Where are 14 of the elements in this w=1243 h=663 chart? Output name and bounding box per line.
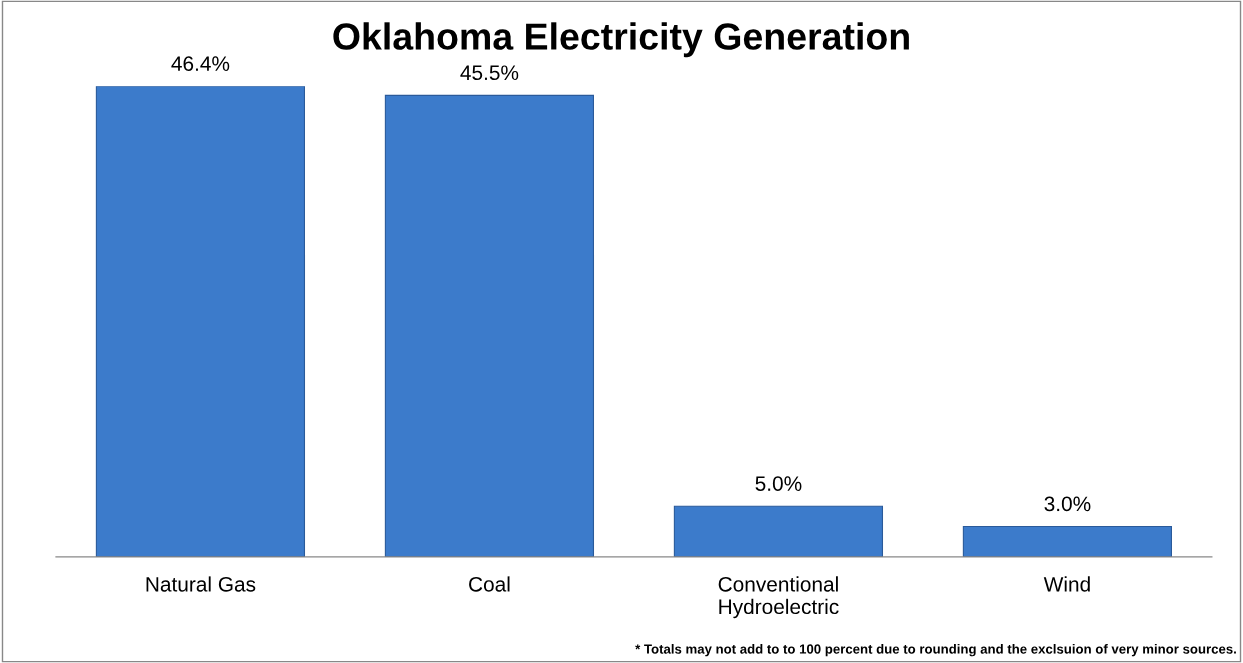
chart-title: Oklahoma Electricity Generation bbox=[333, 22, 909, 58]
x-tick-label: Wind bbox=[1043, 576, 1090, 592]
bar bbox=[962, 525, 1173, 557]
data-label: 46.4% bbox=[171, 56, 230, 71]
text: * Totals may not add to to 100 percent due to rounding and the exclsuion of very minor sources. bbox=[635, 644, 1236, 657]
bar bbox=[384, 94, 595, 557]
data-label: 5.0% bbox=[755, 476, 802, 491]
data-label: 45.5% bbox=[460, 65, 519, 81]
x-tick-label: Coal bbox=[469, 576, 510, 592]
bar bbox=[673, 505, 884, 557]
data-label: 3.0% bbox=[1044, 496, 1091, 512]
x-tick-label: Conventional Hydroelectric bbox=[718, 576, 839, 619]
x-tick-label: Natural Gas bbox=[146, 576, 256, 592]
bar bbox=[95, 86, 306, 557]
